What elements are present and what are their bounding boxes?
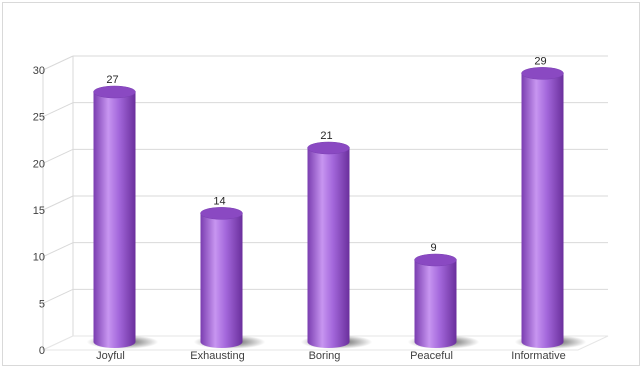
data-label: 9 bbox=[430, 242, 436, 254]
bar-top bbox=[521, 67, 564, 80]
side-wall-line bbox=[42, 195, 74, 211]
bar-top bbox=[200, 207, 243, 220]
bar bbox=[414, 260, 457, 348]
data-label: 14 bbox=[213, 195, 225, 207]
side-wall-line bbox=[42, 148, 74, 164]
x-tick-label: Peaceful bbox=[410, 350, 453, 362]
bar-top bbox=[93, 85, 136, 99]
side-wall-line bbox=[42, 242, 74, 258]
y-tick-label: 10 bbox=[33, 252, 45, 264]
side-wall-line bbox=[42, 288, 74, 304]
y-tick-label: 5 bbox=[39, 298, 45, 310]
x-tick-label: Exhausting bbox=[190, 350, 244, 362]
bar-top bbox=[414, 253, 457, 267]
y-axis: 0 5 10 15 20 25 30 bbox=[33, 65, 45, 357]
bar bbox=[521, 73, 564, 348]
bars: 27 14 21 9 29 bbox=[86, 55, 587, 349]
chart-area: 0 5 10 15 20 25 30 27 14 21 9 29 Joyful Exhausting B… bbox=[2, 2, 640, 366]
bar-top bbox=[307, 141, 350, 155]
bar bbox=[307, 148, 350, 348]
chart-plot: 0 5 10 15 20 25 30 27 14 21 9 29 Joyful Exhausting B… bbox=[33, 55, 609, 362]
x-tick-label: Informative bbox=[511, 350, 565, 362]
bar bbox=[200, 213, 243, 348]
y-tick-label: 15 bbox=[33, 205, 45, 217]
y-tick-label: 20 bbox=[33, 158, 45, 170]
y-tick-label: 25 bbox=[33, 112, 45, 124]
x-tick-label: Joyful bbox=[96, 350, 125, 362]
bar bbox=[93, 92, 136, 348]
data-label: 21 bbox=[320, 130, 332, 142]
y-tick-label: 0 bbox=[39, 345, 45, 357]
x-axis: Joyful Exhausting Boring Peaceful Informativ… bbox=[96, 350, 566, 362]
data-label: 27 bbox=[106, 74, 118, 86]
data-label: 29 bbox=[534, 55, 546, 67]
y-tick-label: 30 bbox=[33, 65, 45, 77]
side-wall-line bbox=[42, 102, 74, 118]
x-tick-label: Boring bbox=[309, 350, 341, 362]
side-wall-line bbox=[42, 55, 74, 71]
